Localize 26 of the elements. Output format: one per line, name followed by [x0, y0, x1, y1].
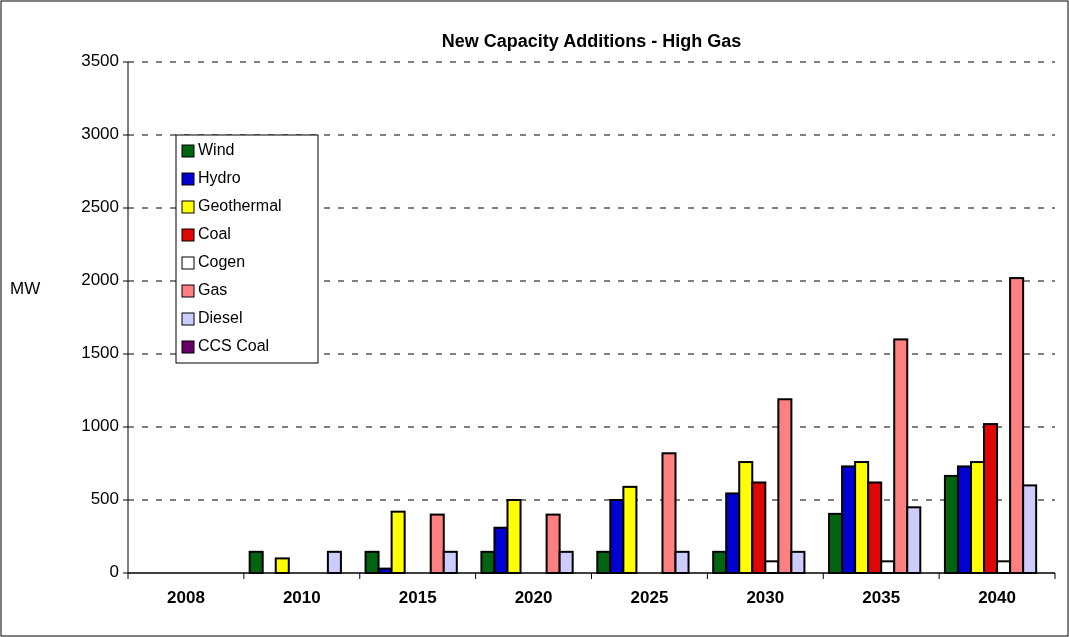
- y-tick-label: 0: [109, 562, 119, 582]
- legend-label: Geothermal: [198, 197, 282, 215]
- legend-label: Gas: [198, 281, 228, 299]
- y-axis-title: MW: [10, 279, 41, 299]
- y-tick-label: 500: [90, 489, 119, 509]
- x-tick-label: 2025: [630, 588, 669, 607]
- x-tick-label: 2040: [978, 588, 1016, 607]
- x-tick-label: 2015: [398, 588, 437, 607]
- y-tick-label: 1000: [81, 416, 119, 436]
- legend-label: Wind: [198, 141, 235, 159]
- y-tick-label: 3000: [81, 124, 119, 144]
- x-tick-label: 2020: [514, 588, 553, 607]
- legend-label: Cogen: [198, 253, 246, 271]
- legend-label: Diesel: [198, 309, 243, 327]
- x-tick-label: 2030: [746, 588, 785, 607]
- legend-label: CCS Coal: [198, 337, 270, 355]
- x-tick-label: 2010: [282, 588, 321, 607]
- x-tick-label: 2008: [167, 588, 205, 607]
- y-tick-label: 2500: [81, 197, 119, 217]
- y-tick-label: 1500: [81, 343, 119, 363]
- y-tick-label: 3500: [81, 51, 119, 71]
- y-tick-label: 2000: [81, 270, 119, 290]
- x-tick-label: 2035: [862, 588, 901, 607]
- legend-label: Coal: [198, 225, 231, 243]
- chart-title: New Capacity Additions - High Gas: [441, 31, 742, 51]
- legend-label: Hydro: [198, 169, 241, 187]
